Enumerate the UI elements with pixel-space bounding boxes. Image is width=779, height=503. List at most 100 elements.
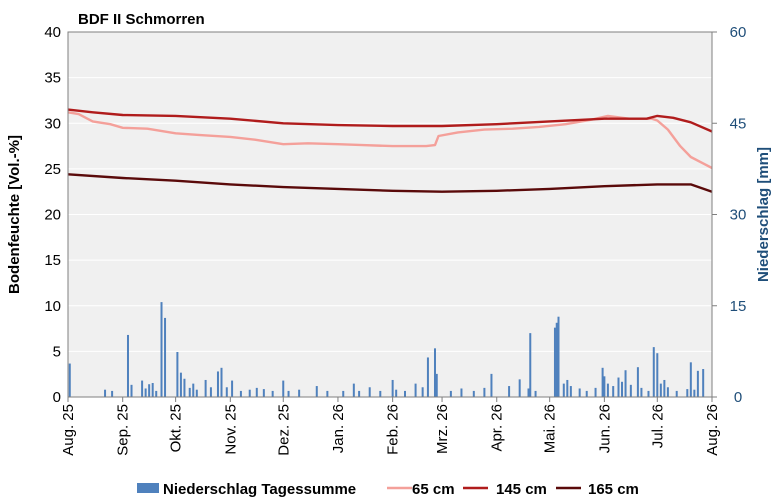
precipitation-bar: [379, 390, 382, 397]
precipitation-bar: [666, 387, 669, 397]
y-tick-label: 25: [44, 161, 61, 178]
precipitation-bar: [315, 386, 318, 397]
y2-axis-title: Niederschlag [mm]: [755, 147, 772, 282]
precipitation-bar: [527, 388, 530, 397]
precipitation-bar: [594, 387, 597, 397]
series-line-165-cm: [67, 173, 713, 193]
precipitation-bar: [472, 390, 475, 397]
precipitation-bar: [449, 390, 452, 397]
precipitation-bar: [529, 333, 532, 397]
legend-label: 165 cm: [588, 481, 639, 498]
precipitation-bar: [640, 387, 643, 397]
precipitation-bar: [176, 351, 179, 397]
precipitation-bar: [508, 386, 511, 397]
precipitation-bar: [624, 370, 627, 397]
precipitation-bar: [414, 383, 417, 397]
precipitation-bar: [693, 389, 696, 397]
y-axis-title: Bodenfeuchte [Vol.-%]: [6, 135, 23, 294]
x-tick-label: Jan. 26: [330, 404, 347, 453]
left-axis-ticks: 0 5 10 15 20 25 30 35 40: [44, 24, 61, 406]
precipitation-bar: [483, 387, 486, 397]
precipitation-bar: [391, 379, 394, 397]
legend-item: 65 cm: [387, 481, 455, 498]
precipitation-bar: [435, 373, 438, 397]
y2-tick-label: 15: [730, 298, 747, 315]
x-tick-label: Okt. 25: [168, 404, 185, 452]
precipitation-bar: [606, 383, 609, 397]
precipitation-bar: [155, 390, 158, 397]
legend-label: Niederschlag Tagessumme: [163, 481, 356, 498]
y2-tick-label: 0: [734, 389, 742, 406]
precipitation-bar: [164, 317, 167, 397]
precipitation-bar: [686, 389, 689, 397]
x-tick-label: Jul. 26: [649, 404, 666, 448]
precipitation-bar: [188, 387, 191, 397]
precipitation-bar: [326, 390, 329, 397]
precipitation-bar: [702, 369, 705, 397]
precipitation-bar: [298, 389, 301, 397]
precipitation-bar: [636, 367, 639, 397]
y-tick-label: 10: [44, 298, 61, 315]
precipitation-bar: [216, 371, 219, 397]
legend: Niederschlag Tagessumme 65 cm 145 cm 165 cm: [137, 481, 639, 498]
precipitation-bar: [490, 373, 493, 397]
precipitation-bar: [689, 362, 692, 397]
precipitation-bar: [104, 389, 107, 397]
precipitation-bar: [271, 390, 274, 397]
precipitation-bar: [585, 390, 588, 397]
precipitation-bar: [192, 383, 195, 397]
x-axis-ticks: Aug. 25 Sep. 25 Okt. 25 Nov. 25 Dez. 25 Jan. …: [60, 397, 721, 456]
precipitation-bar: [282, 380, 285, 397]
legend-label: 65 cm: [412, 481, 455, 498]
precipitation-bar: [696, 370, 699, 397]
precipitation-bar: [433, 348, 436, 397]
precipitation-bar: [111, 390, 114, 397]
precipitation-bar: [557, 316, 560, 397]
right-axis-ticks: 0 15 30 45 60: [712, 24, 746, 406]
precipitation-bar: [220, 367, 223, 397]
precipitation-bar: [675, 390, 678, 397]
x-tick-label: Aug. 26: [704, 404, 721, 456]
x-tick-label: Sep. 25: [115, 404, 132, 456]
x-tick-label: Nov. 25: [222, 404, 239, 455]
y-tick-label: 20: [44, 207, 61, 224]
precipitation-bar: [603, 376, 606, 397]
precipitation-bar: [68, 363, 71, 397]
x-tick-label: Mai. 26: [542, 404, 559, 453]
x-tick-label: Dez. 25: [275, 404, 292, 456]
precipitation-bar: [566, 379, 569, 397]
precipitation-bar: [204, 379, 207, 397]
precipitation-bar: [612, 386, 615, 397]
precipitation-bar: [659, 383, 662, 397]
precipitation-bar: [239, 390, 242, 397]
precipitation-bar: [358, 390, 361, 397]
precipitation-bar: [652, 347, 655, 397]
y-tick-label: 5: [53, 343, 61, 360]
legend-item: 145 cm: [463, 481, 547, 498]
y-tick-label: 15: [44, 252, 61, 269]
precipitation-bar: [160, 302, 163, 397]
x-tick-label: Jun. 26: [596, 404, 613, 453]
x-tick-label: Apr. 26: [489, 404, 506, 452]
precipitation-bar: [534, 390, 537, 397]
precipitation-bars: [68, 302, 705, 397]
y-tick-label: 35: [44, 70, 61, 87]
y2-tick-label: 45: [730, 115, 747, 132]
precipitation-bar: [460, 388, 463, 397]
precipitation-bar: [426, 357, 429, 397]
precipitation-bar: [255, 387, 258, 397]
precipitation-bar: [342, 390, 345, 397]
legend-swatch: [137, 483, 159, 493]
precipitation-bar: [262, 389, 265, 397]
precipitation-bar: [663, 379, 666, 397]
precipitation-bar: [562, 383, 565, 397]
precipitation-bar: [518, 379, 521, 397]
x-tick-label: Feb. 26: [385, 404, 402, 455]
precipitation-bar: [248, 389, 251, 397]
precipitation-bar: [368, 387, 371, 397]
precipitation-bar: [126, 334, 129, 397]
y-tick-label: 0: [53, 389, 61, 406]
precipitation-bar: [578, 388, 581, 397]
y2-tick-label: 60: [730, 24, 747, 41]
